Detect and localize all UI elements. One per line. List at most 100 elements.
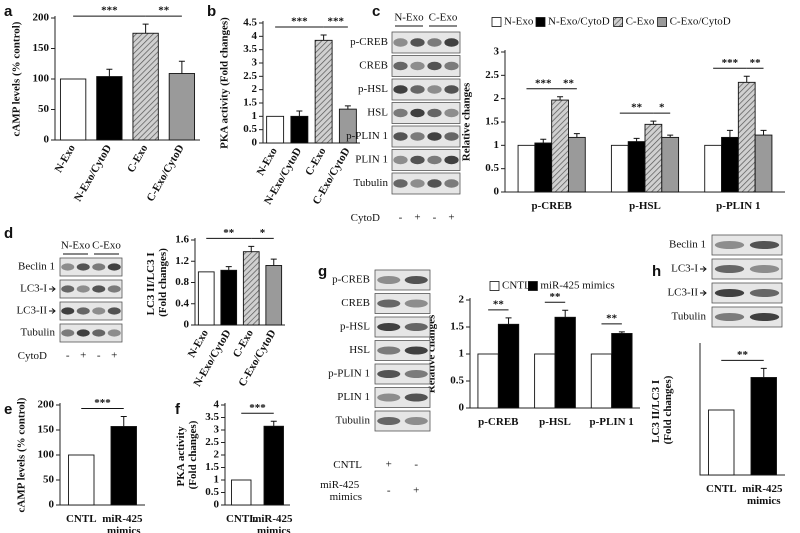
y-axis-label: PKA activity (Fold changes) [219,17,231,149]
panel-letter: f [175,401,181,418]
blot-row-label: Beclin 1 [669,239,706,251]
blot-row-label: p-PLIN 1 [346,130,388,142]
blot-band [410,85,425,94]
legend-label: N-Exo [504,16,534,28]
y-tick-label: 3 [214,424,220,436]
blot-band [410,132,425,141]
blot-band [377,299,401,308]
blot-strip [711,258,783,280]
blot-band [427,132,442,141]
blot-band [444,61,459,71]
legend-label: miR-425 mimics [540,280,614,292]
bar [721,136,739,193]
blot-strip [59,279,123,299]
error-bar [562,309,569,318]
bar [737,81,756,193]
blot-band [410,61,425,71]
blot-row-label: PLIN 1 [337,391,370,403]
blot-row-label: HSL [367,107,388,119]
blot-strip [374,340,431,361]
legend-swatch [491,17,502,27]
blot-strip [711,282,783,304]
significance-label: ** [750,57,762,69]
treatment-sign: + [386,459,392,471]
blot-arrow [49,308,56,314]
blot-arrow [700,290,707,296]
error-bar [248,245,255,252]
y-tick-label: 50 [38,103,50,115]
blot-strip [59,257,123,277]
y-axis-label: Relative changes [461,82,473,161]
bar [551,99,569,193]
blot-row-label: CREB [359,60,388,72]
blot-band [404,370,428,378]
y-tick-label: 2.5 [485,69,499,81]
bar [168,73,196,141]
y-axis-label: LC3 II/LC3 I (Fold changes) [145,248,169,317]
x-tick-label: p-CREB [531,200,572,212]
significance-label: *** [328,16,345,28]
blot-band [427,61,442,71]
bar [242,251,260,326]
error-bar [557,96,564,101]
blot-arrow [700,266,707,272]
significance-label: *** [94,397,111,409]
bar [534,142,553,193]
blot-band [410,38,425,47]
blot-band [444,132,459,141]
blot-strip [391,149,461,171]
panel-letter: c [372,3,380,20]
treatment-sign: + [413,485,419,497]
bar [611,333,633,409]
bar [314,39,333,144]
blot-strip [374,316,431,338]
blot-band [410,155,425,165]
treatment-sign: - [433,212,437,224]
y-tick-label: 3 [494,46,500,58]
bar [265,265,283,326]
blot-band [427,155,442,165]
blot-band [107,307,121,315]
y-tick-label: 3 [252,57,258,69]
treatment-sign: + [414,212,420,224]
panel-letter: g [318,263,327,280]
significance-label: ** [158,5,170,17]
blot-band [107,285,121,293]
y-tick-label: 0 [459,402,465,414]
blot-row-label: LC3-II [16,305,47,317]
x-tick-label: C-Exo/CytoD [144,143,186,204]
y-tick-label: 0.4 [175,297,189,309]
x-tick-label: miR-425 mimics [742,483,785,507]
y-tick-label: 2.5 [243,70,257,82]
bar [661,136,680,193]
blot-band [427,85,442,94]
blot-strip [391,125,461,148]
bar [96,76,123,141]
blot-group-label: N-Exo [61,240,91,252]
x-tick-label: p-CREB [478,416,519,428]
y-tick-label: 1.5 [243,97,257,109]
significance-label: *** [722,57,739,69]
bar [477,353,499,409]
y-tick-label: 1 [214,474,220,486]
error-bar [270,258,277,266]
blot-strip [59,301,123,321]
blot-band [404,276,428,284]
error-bar [760,129,767,136]
bar [197,271,215,326]
error-bar [296,110,303,117]
y-tick-label: 0.5 [450,375,464,387]
blot-band [714,265,745,273]
bar [132,32,159,141]
y-tick-label: 0 [494,186,500,198]
blot-row-label: p-HSL [340,321,370,333]
blot-band [714,313,745,321]
bar [610,144,629,193]
significance-label: ** [606,312,618,324]
blot-band [427,108,442,118]
bar [708,409,735,476]
y-tick-label: 2 [494,92,500,104]
y-tick-label: 1.5 [450,321,464,333]
blot-band [427,38,442,47]
